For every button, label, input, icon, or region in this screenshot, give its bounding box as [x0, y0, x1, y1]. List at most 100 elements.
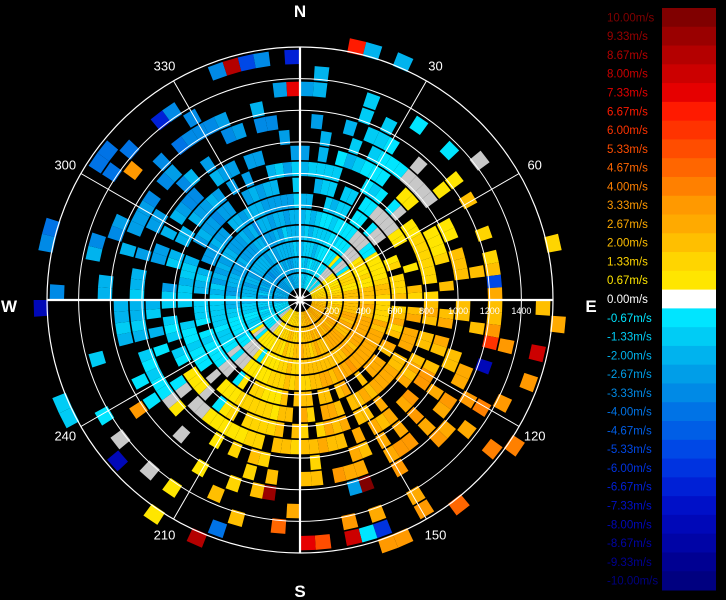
velocity-cell [222, 363, 237, 378]
velocity-cell [262, 484, 277, 501]
velocity-cell [399, 168, 417, 187]
velocity-cell [98, 274, 114, 289]
velocity-cell [210, 210, 227, 227]
scale-label: 6.00m/s [607, 125, 648, 137]
velocity-cell [222, 57, 242, 76]
velocity-cell [243, 153, 257, 170]
velocity-cell [361, 246, 377, 260]
velocity-cell [302, 343, 308, 359]
velocity-cell [351, 156, 366, 174]
scale-swatch [662, 383, 716, 403]
velocity-cell [243, 282, 259, 290]
velocity-cell [326, 435, 339, 452]
scale-swatch [662, 345, 716, 366]
polar-labels: N S E W 30 60 120 150 210 240 300 330 200 400 600 8… [1, 2, 597, 600]
velocity-cell [168, 399, 187, 417]
velocity-cell [181, 129, 200, 148]
velocity-cell [343, 338, 358, 351]
velocity-cell [333, 262, 348, 275]
center-marker [295, 295, 305, 305]
velocity-cell [370, 323, 386, 334]
velocity-cell [223, 246, 239, 260]
velocity-cell [359, 160, 375, 178]
velocity-cell [318, 372, 328, 388]
velocity-cell [402, 194, 419, 211]
scale-label: -5.33m/s [607, 444, 652, 456]
velocity-cell [328, 255, 340, 268]
velocity-cell [300, 145, 310, 161]
velocity-cell [335, 265, 350, 277]
velocity-cell [497, 338, 515, 355]
velocity-cell [313, 244, 322, 260]
velocity-cell [212, 318, 228, 328]
velocity-cell [110, 429, 131, 450]
velocity-cell [276, 305, 290, 313]
velocity-cell [409, 115, 429, 135]
velocity-cell [308, 342, 315, 358]
velocity-cell [280, 280, 292, 292]
velocity-cell [242, 308, 258, 315]
velocity-cell [249, 482, 265, 499]
velocity-cell [326, 181, 338, 198]
velocity-cell [323, 335, 335, 350]
velocity-cell [211, 395, 228, 412]
velocity-cell [401, 432, 419, 451]
velocity-cell [323, 370, 334, 386]
velocity-cell [347, 38, 367, 56]
velocity-cell [242, 226, 256, 242]
velocity-cell [290, 274, 297, 289]
velocity-cell [310, 287, 324, 295]
velocity-cell [97, 140, 119, 162]
velocity-cell [288, 310, 296, 325]
scale-swatch [662, 308, 716, 328]
velocity-cell [175, 175, 194, 194]
compass-south: S [294, 582, 305, 600]
scale-label: 7.33m/s [607, 88, 648, 100]
velocity-cell [242, 338, 257, 351]
velocity-cell [383, 222, 399, 237]
velocity-cell [370, 266, 386, 277]
velocity-cell [375, 150, 392, 169]
velocity-cell [355, 238, 370, 252]
velocity-cell [272, 82, 288, 98]
velocity-cell [282, 243, 290, 259]
velocity-cell [232, 370, 246, 387]
velocity-cell [346, 189, 359, 206]
velocity-cell [265, 335, 277, 350]
velocity-cell [160, 225, 178, 241]
velocity-cell [395, 372, 412, 389]
velocity-cell [278, 307, 291, 317]
velocity-cell [241, 394, 254, 411]
range-label: 400 [356, 306, 371, 316]
velocity-cell [193, 379, 210, 395]
velocity-cell [305, 242, 311, 257]
velocity-cell [306, 277, 316, 291]
velocity-cell [194, 402, 211, 419]
velocity-cell [162, 391, 180, 409]
scale-label: -2.67m/s [607, 369, 652, 381]
velocity-cell [487, 300, 503, 313]
velocity-cell [254, 183, 267, 200]
velocity-cell [366, 332, 382, 344]
velocity-cell [215, 328, 232, 339]
velocity-cell [288, 375, 296, 391]
velocity-cell [209, 413, 225, 431]
velocity-cell [131, 210, 150, 227]
velocity-cell [161, 300, 177, 309]
velocity-cell [283, 374, 291, 390]
velocity-cell [343, 305, 358, 311]
velocity-cell [237, 210, 251, 226]
velocity-cell [220, 126, 237, 145]
velocity-cell [373, 314, 389, 323]
velocity-cell [247, 318, 262, 329]
velocity-cell [237, 256, 252, 268]
scale-swatch [662, 477, 716, 497]
velocity-cell [286, 81, 300, 97]
azimuth-label: 150 [425, 528, 447, 543]
velocity-cell [183, 108, 202, 128]
velocity-cell [287, 310, 295, 324]
scale-swatch [662, 64, 716, 84]
velocity-cell [250, 265, 265, 277]
velocity-cell [231, 122, 247, 141]
velocity-cell [265, 469, 279, 485]
